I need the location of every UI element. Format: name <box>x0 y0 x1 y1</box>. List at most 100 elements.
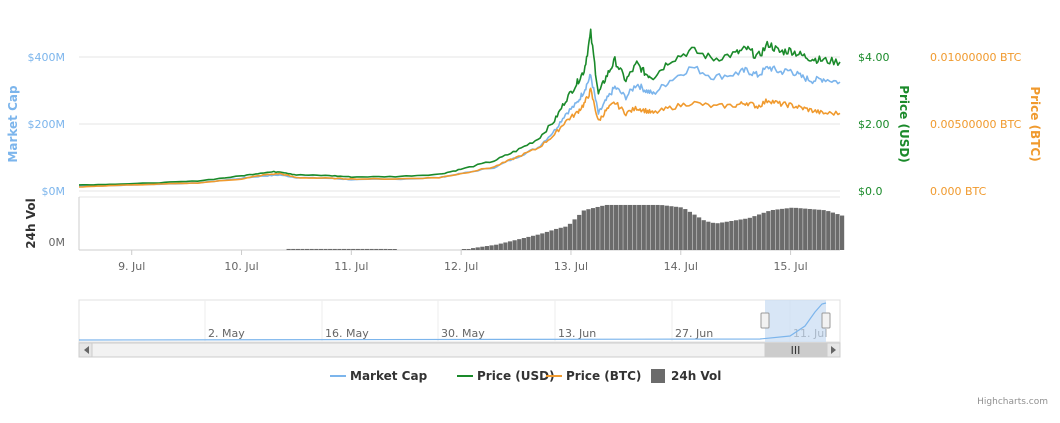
legend-item-label: Price (BTC) <box>566 369 641 383</box>
navigator-tick-label: 30. May <box>441 327 485 340</box>
volume-bar <box>291 248 296 250</box>
volume-bar <box>747 217 752 250</box>
volume-bar <box>715 223 720 250</box>
volume-bar <box>743 218 748 250</box>
volume-bar <box>752 216 757 250</box>
volume-bar <box>475 247 480 250</box>
navigator-tick-label: 13. Jun <box>558 327 596 340</box>
volume-bar <box>664 205 669 250</box>
volume-bar <box>309 248 314 250</box>
series-market-cap-line <box>78 65 841 188</box>
volume-bar <box>323 248 328 250</box>
volume-bar <box>489 245 494 250</box>
volume-bar <box>563 226 568 250</box>
volume-bar <box>300 248 305 250</box>
volume-tick-label: 0M <box>49 236 66 249</box>
price-usd-axis-title: Price (USD) <box>897 85 911 163</box>
volume-bar <box>803 208 808 250</box>
volume-bar <box>840 215 845 250</box>
volume-bar <box>355 248 360 250</box>
price-btc-tick-label: 0.01000000 BTC <box>930 51 1022 64</box>
scrollbar-track[interactable] <box>78 342 841 358</box>
volume-bar <box>512 240 517 250</box>
volume-bar <box>775 209 780 250</box>
price-usd-tick-label: $2.00 <box>858 118 890 131</box>
volume-bar <box>517 239 522 250</box>
volume-bar <box>535 234 540 250</box>
volume-bar <box>595 206 600 250</box>
volume-bar <box>669 206 674 250</box>
scrollbar-grip-icon: III <box>791 344 801 357</box>
market-cap-tick-label: $0M <box>42 185 66 198</box>
x-tick-label: 14. Jul <box>664 260 698 273</box>
volume-bar <box>337 248 342 250</box>
volume-bar <box>780 208 785 250</box>
x-tick-label: 15. Jul <box>773 260 807 273</box>
volume-bar <box>577 214 582 250</box>
arrow-right-icon <box>831 346 836 354</box>
x-tick-label: 10. Jul <box>224 260 258 273</box>
volume-bar <box>692 214 697 250</box>
volume-bar <box>784 208 789 250</box>
x-tick-label: 13. Jul <box>554 260 588 273</box>
volume-bar <box>295 248 300 250</box>
series-price-usd-line <box>78 28 841 186</box>
series-price-btc-line <box>79 87 841 188</box>
market-cap-tick-label: $200M <box>28 118 66 131</box>
legend-item-label: Price (USD) <box>477 369 555 383</box>
volume-bar <box>756 214 762 250</box>
market-cap-axis-title: Market Cap <box>6 85 20 163</box>
volume-bar <box>466 248 471 250</box>
volume-bar <box>710 222 716 250</box>
legend-symbol-box[interactable] <box>651 369 665 383</box>
volume-bar <box>720 222 725 250</box>
volume-bar <box>540 233 545 250</box>
volume-bar <box>554 228 559 250</box>
scrollbar-thumb[interactable] <box>764 343 827 357</box>
volume-bar <box>364 248 370 250</box>
volume-bar <box>549 230 554 250</box>
volume-bar <box>821 210 826 250</box>
arrow-left-icon <box>84 346 89 354</box>
volume-bar <box>655 204 660 250</box>
volume-bar <box>697 217 702 250</box>
navigator-tick-label: 27. Jun <box>675 327 713 340</box>
navigator-tick-label: 16. May <box>325 327 369 340</box>
navigator-frame <box>78 299 841 343</box>
volume-bar <box>383 248 388 250</box>
volume-bar <box>498 243 503 250</box>
volume-bar <box>687 211 692 250</box>
navigator-handle-right[interactable] <box>821 312 831 329</box>
credits-link: Highcharts.com <box>977 397 1048 407</box>
volume-bar <box>318 248 324 250</box>
volume-axis-title: 24h Vol <box>24 198 38 248</box>
volume-bar <box>646 204 651 250</box>
volume-bar <box>581 210 586 250</box>
volume-bar <box>706 221 711 250</box>
price-usd-tick-label: $4.00 <box>858 51 890 64</box>
volume-bar <box>609 204 614 250</box>
volume-bar <box>816 209 822 250</box>
volume-bar <box>526 236 531 250</box>
volume-bar <box>346 248 351 250</box>
volume-bar <box>830 212 835 250</box>
volume-bar <box>314 248 319 250</box>
volume-bar <box>678 207 683 250</box>
navigator-handle-left[interactable] <box>760 312 770 329</box>
price-usd-tick-label: $0.0 <box>858 185 883 198</box>
volume-bar <box>503 242 508 250</box>
volume-bar <box>567 223 573 250</box>
volume-bar <box>673 206 679 250</box>
navigator-tick-label: 2. May <box>208 327 245 340</box>
volume-bar <box>494 244 499 250</box>
x-tick-label: 12. Jul <box>444 260 478 273</box>
volume-bar <box>627 204 633 250</box>
navigator-selection[interactable] <box>765 300 826 342</box>
volume-bar <box>558 227 563 250</box>
volume-bar <box>484 246 490 250</box>
navigator-series-line <box>78 302 827 341</box>
x-tick-label: 9. Jul <box>118 260 145 273</box>
volume-bar <box>812 209 817 250</box>
volume-bar <box>332 248 337 250</box>
